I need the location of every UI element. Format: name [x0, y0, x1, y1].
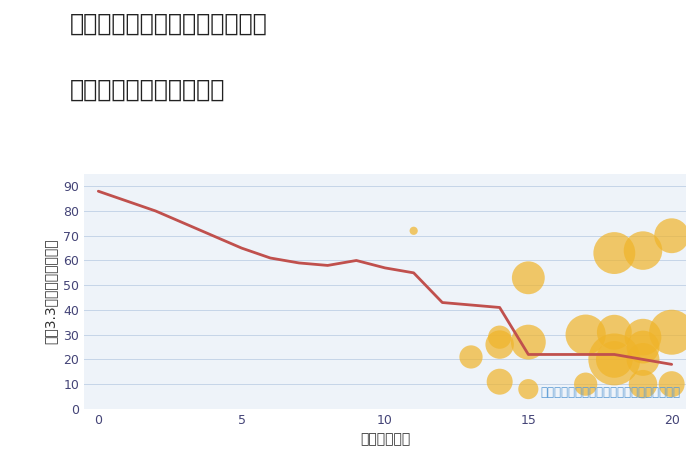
Point: [638, 343, 649, 351]
Point: [609, 356, 620, 363]
Point: [580, 380, 592, 388]
Point: [609, 356, 620, 363]
Point: [638, 333, 649, 341]
Point: [494, 341, 505, 348]
Point: [609, 249, 620, 257]
Point: [408, 227, 419, 235]
Point: [638, 356, 649, 363]
Point: [494, 378, 505, 385]
X-axis label: 駅距離（分）: 駅距離（分）: [360, 432, 410, 446]
Y-axis label: 坪（3.3㎡）単価（万円）: 坪（3.3㎡）単価（万円）: [43, 239, 57, 344]
Point: [523, 274, 534, 282]
Point: [523, 385, 534, 393]
Text: 駅距離別中古戸建て価格: 駅距離別中古戸建て価格: [70, 78, 225, 102]
Point: [494, 333, 505, 341]
Point: [466, 353, 477, 360]
Point: [638, 380, 649, 388]
Text: 奈良県北葛城郡上牧町松里園の: 奈良県北葛城郡上牧町松里園の: [70, 12, 267, 36]
Point: [523, 338, 534, 346]
Point: [666, 232, 678, 240]
Text: 円の大きさは、取引のあった物件面積を示す: 円の大きさは、取引のあった物件面積を示す: [540, 386, 680, 400]
Point: [638, 247, 649, 254]
Point: [609, 329, 620, 336]
Point: [666, 380, 678, 388]
Point: [580, 331, 592, 338]
Point: [666, 329, 678, 336]
